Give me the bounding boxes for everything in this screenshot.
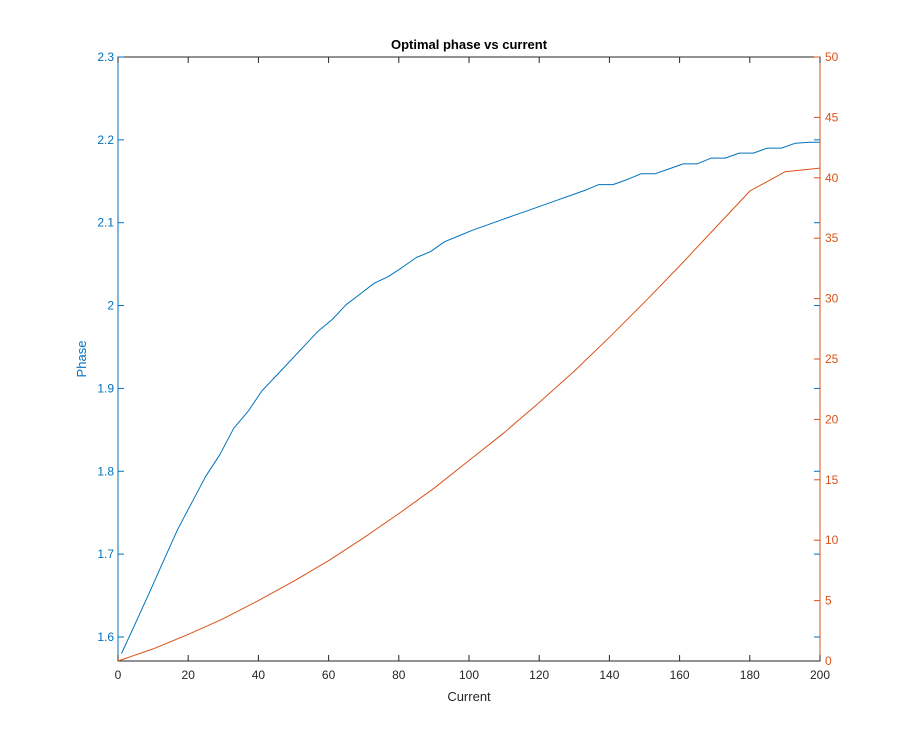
right-tick-label: 50 <box>825 50 839 64</box>
phase-series-line <box>121 141 820 654</box>
right-tick-label: 45 <box>825 110 839 124</box>
left-tick-label: 2 <box>107 299 114 313</box>
right-tick-label: 30 <box>825 292 839 306</box>
left-y-axis: 1.6 1.7 1.8 1.9 2 2.1 2.2 2.3 <box>97 50 820 661</box>
left-tick-label: 1.6 <box>97 630 114 644</box>
right-y-axis: 0 5 10 15 20 25 30 35 40 45 50 <box>814 50 839 668</box>
right-tick-label: 10 <box>825 533 839 547</box>
x-axis: 0 20 40 60 80 100 120 140 160 180 200 <box>115 57 830 682</box>
x-tick-label: 200 <box>810 668 830 682</box>
right-tick-label: 20 <box>825 412 839 426</box>
x-tick-label: 0 <box>115 668 122 682</box>
right-tick-label: 35 <box>825 231 839 245</box>
right-tick-label: 5 <box>825 594 832 608</box>
left-tick-label: 2.1 <box>97 216 114 230</box>
left-y-axis-label: Phase <box>74 341 89 378</box>
left-tick-label: 1.9 <box>97 381 114 395</box>
right-tick-label: 15 <box>825 473 839 487</box>
right-tick-label: 25 <box>825 352 839 366</box>
chart-title: Optimal phase vs current <box>391 37 548 52</box>
x-tick-label: 120 <box>529 668 549 682</box>
plot-area <box>117 56 821 662</box>
x-tick-label: 80 <box>392 668 406 682</box>
left-tick-label: 2.3 <box>97 50 114 64</box>
left-tick-label: 2.2 <box>97 133 114 147</box>
right-axis-series-line <box>117 167 821 662</box>
right-tick-label: 40 <box>825 171 839 185</box>
x-tick-label: 100 <box>459 668 479 682</box>
series-layer <box>117 141 821 662</box>
x-tick-label: 180 <box>740 668 760 682</box>
x-tick-label: 160 <box>670 668 690 682</box>
x-tick-label: 60 <box>322 668 336 682</box>
x-tick-label: 40 <box>252 668 266 682</box>
x-tick-label: 140 <box>599 668 619 682</box>
right-tick-label: 0 <box>825 654 832 668</box>
x-axis-label: Current <box>447 689 491 704</box>
left-tick-label: 1.7 <box>97 547 114 561</box>
left-tick-label: 1.8 <box>97 464 114 478</box>
x-tick-label: 20 <box>182 668 196 682</box>
